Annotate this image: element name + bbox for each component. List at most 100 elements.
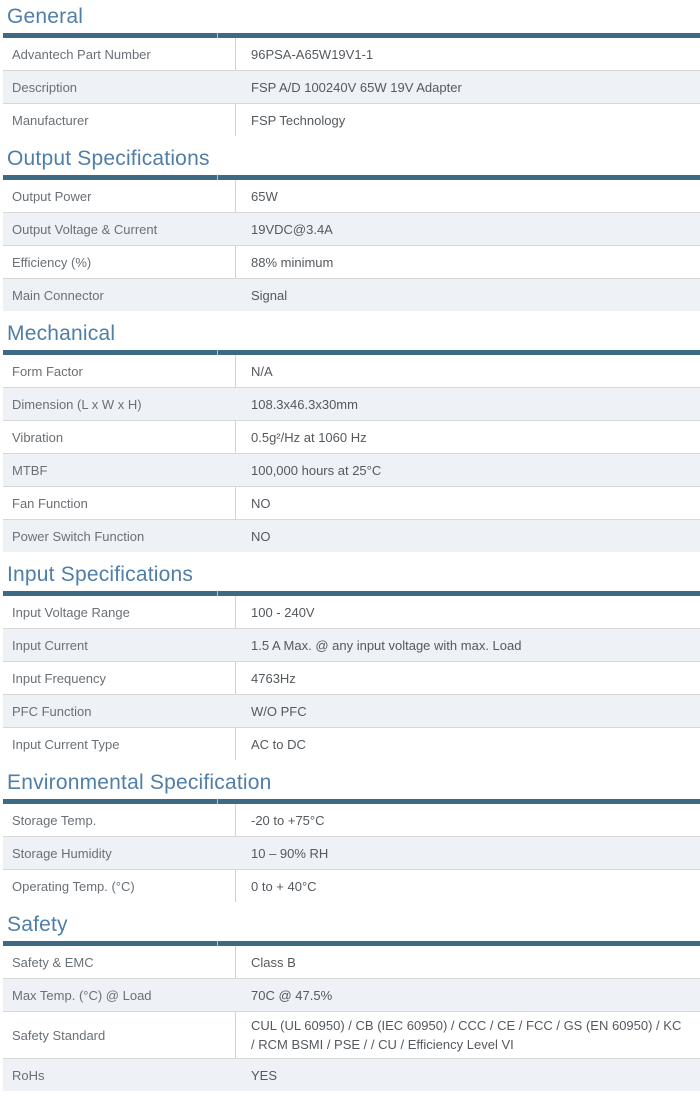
section-general: General Advantech Part Number 96PSA-A65W… <box>3 4 700 136</box>
spec-value: 0.5g²/Hz at 1060 Hz <box>236 421 700 454</box>
spec-value: 4763Hz <box>236 662 700 695</box>
table-row: Description FSP A/D 100240V 65W 19V Adap… <box>3 71 700 104</box>
table-row: RoHs YES <box>3 1059 700 1092</box>
column-divider-notch <box>217 591 218 596</box>
spec-label: Output Voltage & Current <box>3 213 236 246</box>
spec-value: 19VDC@3.4A <box>236 213 700 246</box>
spec-value: -20 to +75°C <box>236 804 700 837</box>
spec-label: Dimension (L x W x H) <box>3 388 236 421</box>
spec-value: N/A <box>236 355 700 388</box>
table-row: Output Power 65W <box>3 180 700 213</box>
spec-value: 100 - 240V <box>236 596 700 629</box>
table-row: Storage Humidity 10 – 90% RH <box>3 837 700 870</box>
table-row: Safety Standard CUL (UL 60950) / CB (IEC… <box>3 1012 700 1059</box>
section-input-specifications: Input Specifications Input Voltage Range… <box>3 562 700 760</box>
table-row: Safety & EMC Class B <box>3 946 700 979</box>
section-title-environmental-specification: Environmental Specification <box>7 770 700 795</box>
table-row: Input Current 1.5 A Max. @ any input vol… <box>3 629 700 662</box>
spec-table-input: Input Voltage Range 100 - 240V Input Cur… <box>3 596 700 760</box>
spec-value: NO <box>236 487 700 520</box>
spec-label: RoHs <box>3 1059 236 1092</box>
table-row: Advantech Part Number 96PSA-A65W19V1-1 <box>3 38 700 71</box>
product-spec-page: General Advantech Part Number 96PSA-A65W… <box>0 4 700 1091</box>
spec-label: Efficiency (%) <box>3 246 236 279</box>
section-safety: Safety Safety & EMC Class B Max Temp. (°… <box>3 912 700 1091</box>
table-row: Form Factor N/A <box>3 355 700 388</box>
spec-label: Manufacturer <box>3 104 236 137</box>
spec-table-mechanical: Form Factor N/A Dimension (L x W x H) 10… <box>3 355 700 552</box>
spec-label: Power Switch Function <box>3 520 236 553</box>
table-row: Manufacturer FSP Technology <box>3 104 700 137</box>
section-title-bar <box>3 175 700 180</box>
spec-table-environmental: Storage Temp. -20 to +75°C Storage Humid… <box>3 804 700 902</box>
table-row: Storage Temp. -20 to +75°C <box>3 804 700 837</box>
section-title-bar <box>3 941 700 946</box>
spec-value: 0 to + 40°C <box>236 870 700 903</box>
spec-label: MTBF <box>3 454 236 487</box>
table-row: Dimension (L x W x H) 108.3x46.3x30mm <box>3 388 700 421</box>
table-row: Vibration 0.5g²/Hz at 1060 Hz <box>3 421 700 454</box>
spec-label: Vibration <box>3 421 236 454</box>
spec-value: Signal <box>236 279 700 312</box>
spec-label: Output Power <box>3 180 236 213</box>
section-title-input-specifications: Input Specifications <box>7 562 700 587</box>
spec-label: Input Current Type <box>3 728 236 761</box>
spec-label: Input Current <box>3 629 236 662</box>
spec-value: NO <box>236 520 700 553</box>
spec-value: 96PSA-A65W19V1-1 <box>236 38 700 71</box>
spec-label: Description <box>3 71 236 104</box>
section-title-safety: Safety <box>7 912 700 937</box>
spec-label: Safety & EMC <box>3 946 236 979</box>
spec-value: YES <box>236 1059 700 1092</box>
table-row: Power Switch Function NO <box>3 520 700 553</box>
spec-label: Main Connector <box>3 279 236 312</box>
spec-label: Safety Standard <box>3 1012 236 1059</box>
section-title-bar <box>3 350 700 355</box>
spec-label: Storage Humidity <box>3 837 236 870</box>
table-row: Output Voltage & Current 19VDC@3.4A <box>3 213 700 246</box>
section-output-specifications: Output Specifications Output Power 65W O… <box>3 146 700 311</box>
table-row: Operating Temp. (°C) 0 to + 40°C <box>3 870 700 903</box>
table-row: Max Temp. (°C) @ Load 70C @ 47.5% <box>3 979 700 1012</box>
spec-table-safety: Safety & EMC Class B Max Temp. (°C) @ Lo… <box>3 946 700 1091</box>
spec-value: 10 – 90% RH <box>236 837 700 870</box>
spec-value: 65W <box>236 180 700 213</box>
spec-label: Form Factor <box>3 355 236 388</box>
spec-value: FSP A/D 100240V 65W 19V Adapter <box>236 71 700 104</box>
table-row: Input Current Type AC to DC <box>3 728 700 761</box>
spec-value: 108.3x46.3x30mm <box>236 388 700 421</box>
table-row: Efficiency (%) 88% minimum <box>3 246 700 279</box>
spec-value: FSP Technology <box>236 104 700 137</box>
column-divider-notch <box>217 799 218 804</box>
spec-value: Class B <box>236 946 700 979</box>
spec-value: AC to DC <box>236 728 700 761</box>
column-divider-notch <box>217 33 218 38</box>
spec-value: W/O PFC <box>236 695 700 728</box>
spec-value: 88% minimum <box>236 246 700 279</box>
section-environmental-specification: Environmental Specification Storage Temp… <box>3 770 700 902</box>
section-title-bar <box>3 33 700 38</box>
table-row: Input Voltage Range 100 - 240V <box>3 596 700 629</box>
section-title-bar <box>3 591 700 596</box>
spec-value: 1.5 A Max. @ any input voltage with max.… <box>236 629 700 662</box>
spec-label: Fan Function <box>3 487 236 520</box>
table-row: Fan Function NO <box>3 487 700 520</box>
table-row: PFC Function W/O PFC <box>3 695 700 728</box>
table-row: Input Frequency 4763Hz <box>3 662 700 695</box>
spec-label: Operating Temp. (°C) <box>3 870 236 903</box>
spec-label: Advantech Part Number <box>3 38 236 71</box>
spec-label: Storage Temp. <box>3 804 236 837</box>
spec-value: CUL (UL 60950) / CB (IEC 60950) / CCC / … <box>236 1012 700 1059</box>
column-divider-notch <box>217 941 218 946</box>
section-title-general: General <box>7 4 700 29</box>
spec-table-output: Output Power 65W Output Voltage & Curren… <box>3 180 700 311</box>
table-row: MTBF 100,000 hours at 25°C <box>3 454 700 487</box>
spec-label: Input Voltage Range <box>3 596 236 629</box>
spec-label: Input Frequency <box>3 662 236 695</box>
spec-value: 100,000 hours at 25°C <box>236 454 700 487</box>
spec-table-general: Advantech Part Number 96PSA-A65W19V1-1 D… <box>3 38 700 136</box>
spec-label: PFC Function <box>3 695 236 728</box>
section-title-mechanical: Mechanical <box>7 321 700 346</box>
section-title-output-specifications: Output Specifications <box>7 146 700 171</box>
spec-label: Max Temp. (°C) @ Load <box>3 979 236 1012</box>
